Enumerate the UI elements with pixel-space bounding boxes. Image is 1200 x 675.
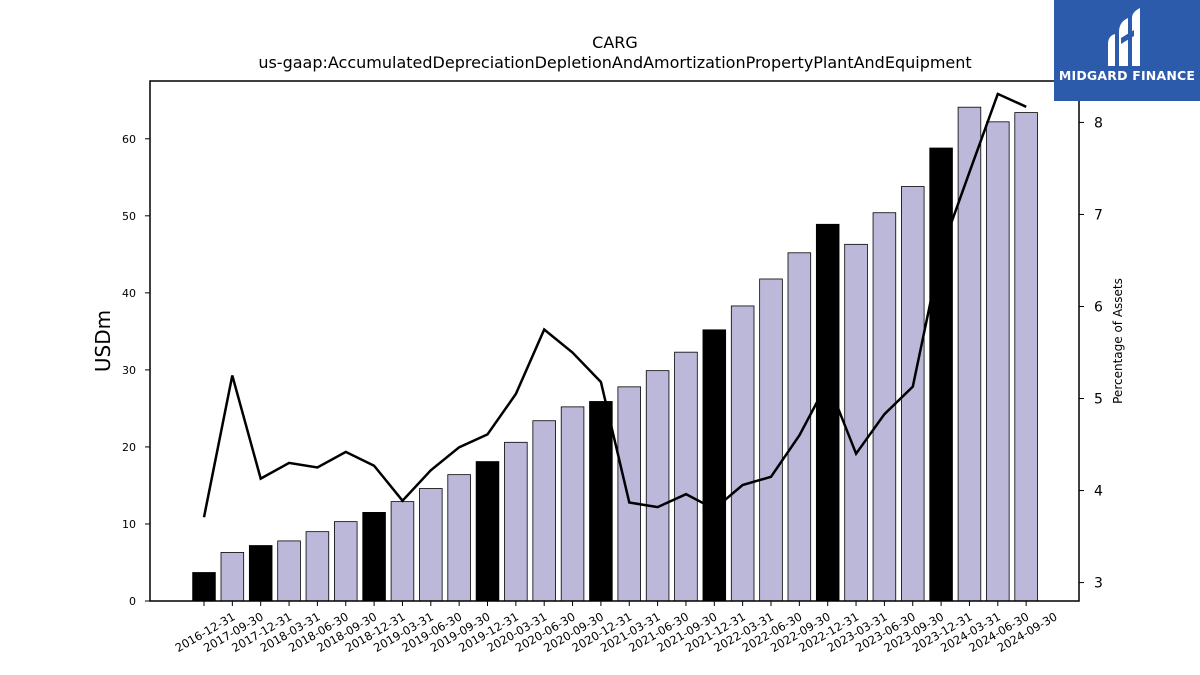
- bar-2017-12-31: [248, 545, 273, 602]
- bar-2017-09-30: [220, 552, 245, 602]
- bar-2018-09-30: [333, 521, 358, 602]
- y-right-axis: 3 4 5 6 7 8: [1079, 115, 1103, 592]
- y-tick-label: 50: [122, 210, 136, 223]
- bar-2021-06-30: [645, 370, 670, 602]
- y2-tick-label: 7: [1094, 207, 1103, 223]
- bar-2023-03-31: [844, 243, 868, 602]
- y-tick-label: 0: [129, 595, 136, 608]
- logo-text: MIDGARD FINANCE: [1058, 68, 1196, 83]
- bar-2019-03-31: [390, 501, 415, 602]
- bar-2024-09-30: [1014, 112, 1038, 602]
- y-tick-label: 40: [122, 287, 136, 300]
- y-tick-label: 10: [122, 518, 136, 531]
- chart-subtitle: us-gaap:AccumulatedDepreciationDepletion…: [258, 53, 971, 72]
- bar-2020-03-31: [504, 441, 528, 602]
- bar-2022-03-31: [730, 305, 755, 602]
- bar-2018-12-31: [362, 512, 386, 602]
- y2-axis-label: Percentage of Assets: [1111, 278, 1125, 404]
- bar-2023-12-31: [929, 147, 953, 602]
- bar-2024-03-31: [957, 106, 982, 602]
- brand-logo: MIDGARD FINANCE: [1054, 0, 1200, 101]
- bar-2020-12-31: [589, 401, 613, 602]
- bar-2016-12-31: [192, 572, 216, 602]
- ratio-line: [202, 92, 1027, 518]
- y2-tick-label: 5: [1094, 392, 1103, 408]
- bar-2019-12-31: [475, 461, 500, 602]
- bar-2022-09-30: [787, 252, 812, 602]
- bar-2021-12-31: [702, 329, 727, 602]
- y2-tick-label: 6: [1094, 299, 1103, 315]
- y2-tick-label: 8: [1094, 115, 1103, 131]
- bar-2022-06-30: [759, 278, 783, 602]
- bar-2021-09-30: [674, 351, 698, 602]
- logo-mark-icon: [1108, 8, 1140, 66]
- bar-2020-09-30: [560, 406, 585, 602]
- y2-tick-label: 3: [1094, 576, 1103, 592]
- x-axis: 2016-12-312017-09-302017-12-312018-03-31…: [173, 601, 1060, 655]
- y-tick-label: 30: [122, 364, 136, 377]
- y-tick-label: 60: [122, 133, 136, 146]
- bar-2021-03-31: [617, 386, 642, 602]
- bar-2019-06-30: [419, 488, 443, 602]
- bar-2018-03-31: [277, 540, 301, 602]
- bar-2020-06-30: [532, 420, 556, 602]
- y2-tick-label: 4: [1094, 484, 1103, 500]
- y-left-axis: 0 10 20 30 40 50 60: [122, 133, 150, 608]
- bar-2018-06-30: [305, 531, 330, 602]
- y-axis-label: USDm: [91, 310, 115, 372]
- chart-title: CARG: [592, 33, 638, 52]
- y-tick-label: 20: [122, 441, 136, 454]
- bar-group: [192, 106, 1038, 602]
- bar-2019-09-30: [447, 474, 471, 602]
- bar-2022-12-31: [815, 223, 840, 602]
- bar-2024-06-30: [986, 121, 1010, 602]
- plot-frame: [149, 80, 1080, 602]
